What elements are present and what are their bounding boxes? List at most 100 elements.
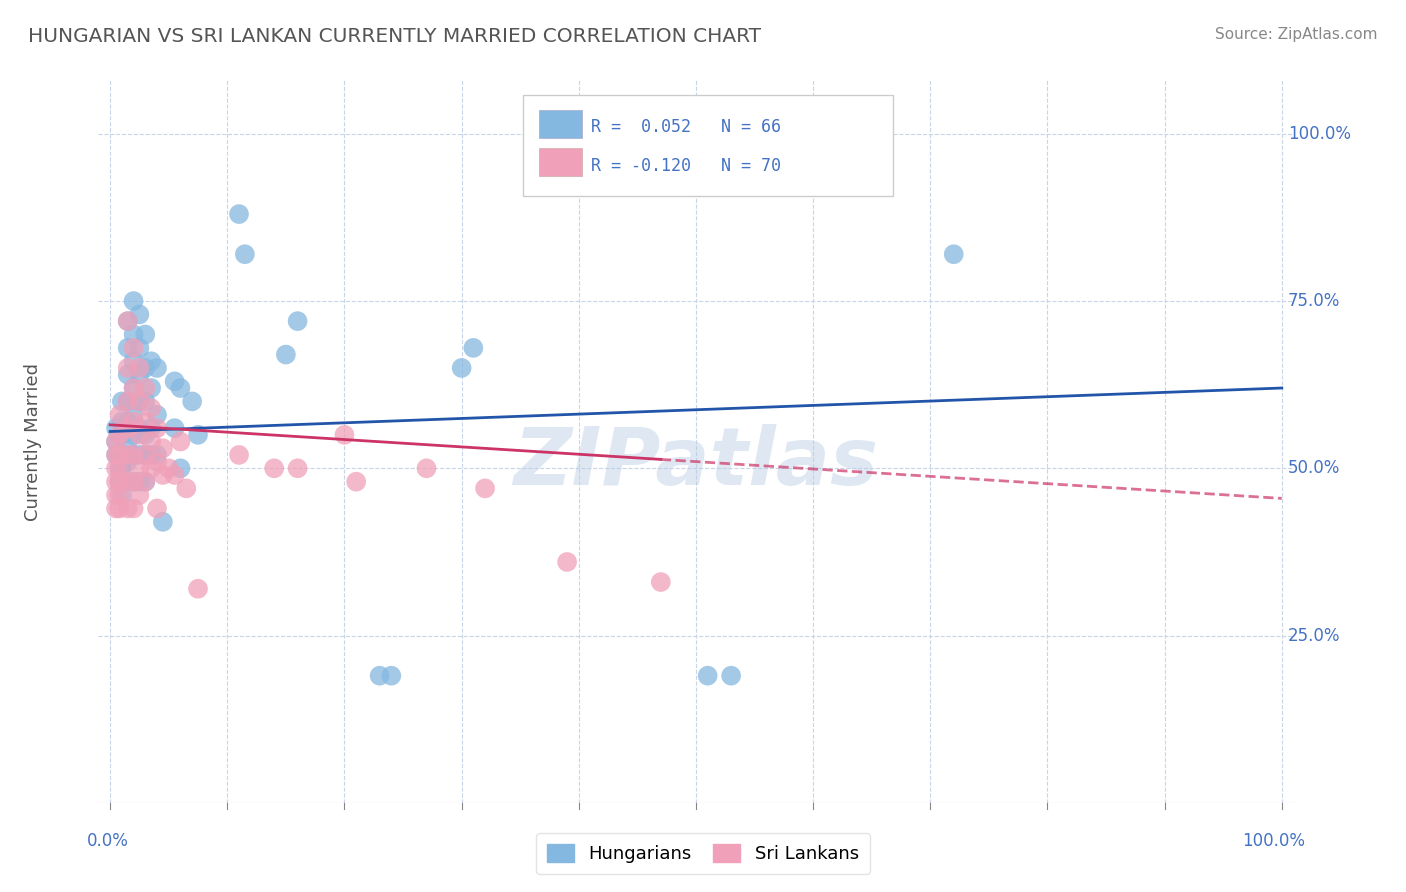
Point [228,448,250,462]
Point [122,448,145,462]
Point [105,501,128,516]
Text: HUNGARIAN VS SRI LANKAN CURRENTLY MARRIED CORRELATION CHART: HUNGARIAN VS SRI LANKAN CURRENTLY MARRIE… [28,27,761,45]
Point [108,475,131,489]
Point [108,461,131,475]
Point [117,414,139,429]
Point [146,408,169,422]
Point [146,501,169,516]
Point [117,361,139,376]
Text: 50.0%: 50.0% [1288,459,1340,477]
Text: 100.0%: 100.0% [1243,831,1306,850]
Point [122,475,145,489]
Point [187,582,209,596]
Point [146,421,169,435]
Point [134,448,156,462]
Point [122,501,145,516]
Point [117,314,139,328]
Point [163,375,186,389]
Text: Source: ZipAtlas.com: Source: ZipAtlas.com [1215,27,1378,42]
Point [111,475,134,489]
Point [696,669,718,683]
Point [181,394,204,409]
Point [117,341,139,355]
Point [128,394,150,409]
Point [169,381,191,395]
Point [105,434,128,449]
Point [344,475,367,489]
Point [152,467,174,482]
FancyBboxPatch shape [523,95,893,196]
Point [122,381,145,395]
Point [134,327,156,342]
Point [146,361,169,376]
Point [117,455,139,469]
Point [134,475,156,489]
Point [117,434,139,449]
Point [122,341,145,355]
Point [111,414,134,429]
Point [108,427,131,442]
Text: 75.0%: 75.0% [1288,292,1340,310]
Point [117,394,139,409]
Point [128,421,150,435]
Point [141,354,163,368]
Point [163,467,186,482]
Point [122,294,145,309]
Point [157,461,180,475]
Point [105,475,128,489]
Point [128,368,150,382]
Point [108,427,131,442]
Point [117,475,139,489]
Point [128,475,150,489]
Point [117,394,139,409]
Point [128,427,150,442]
Point [122,408,145,422]
Point [122,327,145,342]
Point [134,361,156,376]
Point [228,207,250,221]
Point [942,247,965,261]
Point [122,475,145,489]
Point [146,448,169,462]
FancyBboxPatch shape [540,148,582,177]
Point [169,434,191,449]
Text: 0.0%: 0.0% [87,831,128,850]
Point [128,461,150,475]
Point [134,414,156,429]
Point [274,348,297,362]
FancyBboxPatch shape [540,110,582,138]
Point [108,501,131,516]
Point [141,401,163,416]
Point [111,427,134,442]
Point [163,421,186,435]
Point [141,434,163,449]
Text: 100.0%: 100.0% [1288,125,1351,143]
Point [141,448,163,462]
Point [415,461,437,475]
Point [111,448,134,462]
Point [450,361,472,376]
Point [463,341,485,355]
Point [117,501,139,516]
Point [380,669,402,683]
Point [108,475,131,489]
Point [117,421,139,435]
Point [152,442,174,455]
Point [108,461,131,475]
Point [111,488,134,502]
Point [105,461,128,475]
Point [128,307,150,322]
Point [108,488,131,502]
Point [152,515,174,529]
Point [134,394,156,409]
Point [128,394,150,409]
Point [108,448,131,462]
Text: R =  0.052   N = 66: R = 0.052 N = 66 [591,119,780,136]
Point [105,448,128,462]
Point [141,381,163,395]
Point [105,488,128,502]
Point [122,354,145,368]
Point [117,368,139,382]
Point [128,361,150,376]
Point [134,381,156,395]
